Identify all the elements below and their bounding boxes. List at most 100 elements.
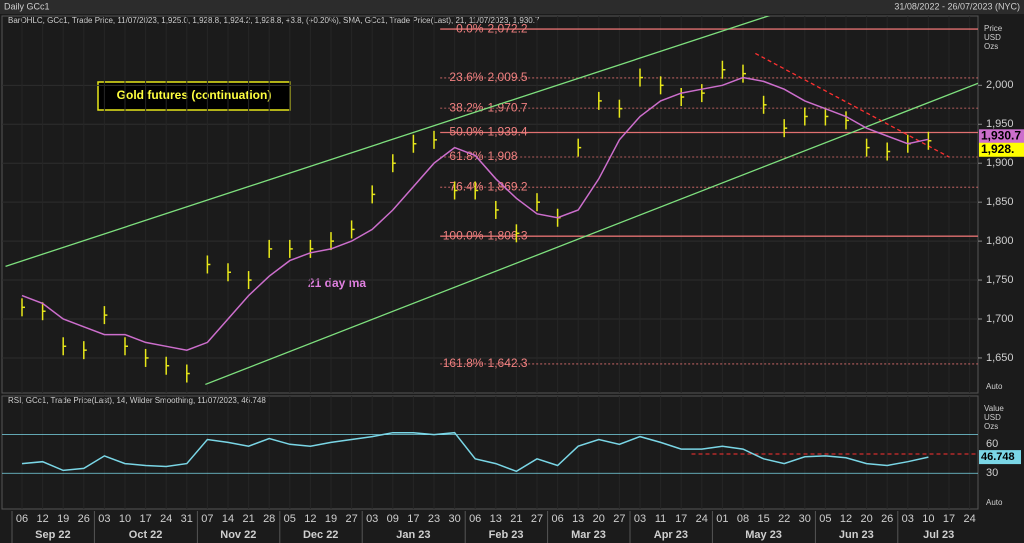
sma-label: 21 day ma — [308, 276, 366, 290]
x-tick-label: 05 — [284, 513, 296, 525]
annotation: Gold futures (continuation) — [117, 88, 272, 102]
x-tick-label: 17 — [407, 513, 419, 525]
x-tick-label: 20 — [593, 513, 605, 525]
x-tick-label: 27 — [613, 513, 625, 525]
y-tick-label: 2,000 — [986, 79, 1014, 91]
x-tick-label: 07 — [201, 513, 213, 525]
fib-pct: 100.0% — [443, 228, 484, 242]
x-tick-label: 27 — [345, 513, 357, 525]
fib-value: 1,970.7 — [488, 100, 528, 114]
auto-button[interactable]: Auto — [986, 498, 1003, 507]
last-value: 1,928. — [981, 142, 1014, 156]
fib-value: 1,806.3 — [488, 228, 528, 242]
y-tick-label: 1,650 — [986, 352, 1014, 364]
legend-rsi: RSI, GCc1, Trade Price(Last), 14, Wilder… — [8, 396, 266, 405]
rsi-line — [21, 431, 929, 473]
x-tick-label: 10 — [922, 513, 934, 525]
x-tick-label: 28 — [263, 513, 275, 525]
x-tick-label: 23 — [428, 513, 440, 525]
price-panel — [1, 15, 979, 394]
fib-value: 1,869.2 — [488, 179, 528, 193]
annotation-box — [97, 81, 291, 111]
axis-unit: Ozs — [984, 422, 998, 431]
x-tick-label: 13 — [572, 513, 584, 525]
window-title: Daily GCc1 — [4, 1, 50, 11]
y-tick-label: 1,900 — [986, 157, 1014, 169]
fib-pct: 61.8% — [449, 149, 483, 163]
fib-value: 2,072.2 — [488, 21, 528, 35]
rsi-tick-label: 60 — [986, 438, 998, 450]
month-label: Sep 22 — [35, 529, 70, 541]
y-tick-label: 1,950 — [986, 118, 1014, 130]
month-label: May 23 — [745, 529, 782, 541]
x-tick-label: 21 — [242, 513, 254, 525]
x-tick-label: 17 — [675, 513, 687, 525]
fib-pct: 161.8% — [443, 356, 484, 370]
x-tick-label: 10 — [119, 513, 131, 525]
fib-value: 1,939.4 — [488, 125, 528, 139]
last-value-box — [979, 129, 1024, 144]
month-label: Nov 22 — [220, 529, 256, 541]
x-tick-label: 26 — [881, 513, 893, 525]
x-tick-label: 13 — [490, 513, 502, 525]
legend-price: BarOHLC, GCc1, Trade Price, 11/07/2023, … — [8, 16, 341, 25]
fib-value: 1,908 — [488, 149, 518, 163]
axis-unit: USD — [984, 413, 1001, 422]
fib-value: 2,009.5 — [488, 70, 528, 84]
month-label: Feb 23 — [489, 529, 524, 541]
month-label: Mar 23 — [571, 529, 606, 541]
x-tick-label: 03 — [902, 513, 914, 525]
y-tick-label: 1,850 — [986, 196, 1014, 208]
fib-pct: 38.2% — [449, 100, 483, 114]
y-tick-label: 1,700 — [986, 313, 1014, 325]
rsi-panel — [1, 395, 979, 510]
x-tick-label: 27 — [531, 513, 543, 525]
rsi-last-box — [979, 450, 1021, 465]
y-tick-label: 1,800 — [986, 235, 1014, 247]
trendline — [5, 16, 771, 267]
x-tick-label: 11 — [655, 513, 666, 525]
x-tick-label: 24 — [696, 513, 708, 525]
x-tick-label: 24 — [963, 513, 975, 525]
x-tick-label: 26 — [78, 513, 90, 525]
fib-pct: 23.6% — [449, 70, 483, 84]
x-tick-label: 08 — [737, 513, 749, 525]
rsi-tick-label: 30 — [986, 467, 998, 479]
last-value-box — [979, 142, 1024, 157]
x-tick-label: 12 — [304, 513, 316, 525]
x-tick-label: 14 — [222, 513, 234, 525]
x-tick-label: 30 — [448, 513, 460, 525]
legend-sma: SMA, GCc1, Trade Price(Last), 21, 11/07/… — [343, 16, 540, 25]
axis-unit: Price — [984, 24, 1003, 33]
fib-pct: 0.0% — [456, 21, 484, 35]
x-tick-label: 22 — [778, 513, 790, 525]
sma-line — [21, 76, 929, 351]
month-label: Jan 23 — [396, 529, 430, 541]
trendline — [205, 82, 978, 386]
title-bar — [0, 0, 1024, 14]
x-tick-label: 17 — [139, 513, 151, 525]
x-tick-label: 20 — [860, 513, 872, 525]
last-value: 1,930.7 — [981, 128, 1021, 142]
axis-unit: USD — [984, 33, 1001, 42]
auto-button[interactable]: Auto — [986, 382, 1003, 391]
x-tick-label: 05 — [819, 513, 831, 525]
x-tick-label: 12 — [36, 513, 48, 525]
x-tick-label: 06 — [469, 513, 481, 525]
axis-unit: Ozs — [984, 42, 998, 51]
month-label: Jun 23 — [839, 529, 874, 541]
month-label: Oct 22 — [129, 529, 163, 541]
fib-pct: 50.0% — [449, 125, 483, 139]
x-tick-label: 31 — [181, 513, 193, 525]
x-tick-label: 06 — [16, 513, 28, 525]
month-label: Dec 22 — [303, 529, 338, 541]
x-tick-label: 03 — [98, 513, 110, 525]
x-tick-label: 06 — [551, 513, 563, 525]
x-tick-label: 21 — [510, 513, 522, 525]
month-label: Jul 23 — [923, 529, 954, 541]
rsi-last-value: 46.748 — [981, 451, 1015, 463]
x-tick-label: 30 — [799, 513, 811, 525]
fib-value: 1,642.3 — [488, 356, 528, 370]
x-tick-label: 24 — [160, 513, 172, 525]
